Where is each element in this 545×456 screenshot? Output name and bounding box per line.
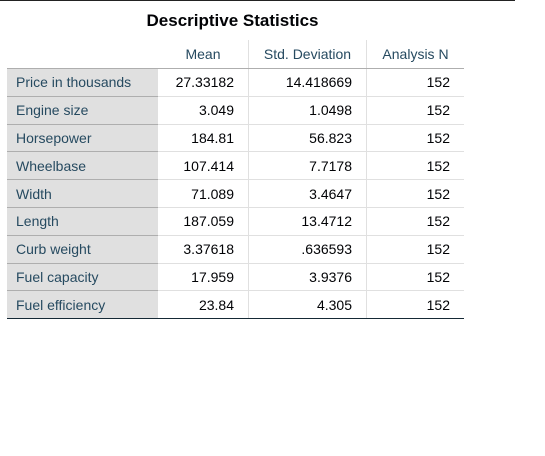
table-row: Fuel efficiency 23.84 4.305 152 bbox=[7, 290, 464, 320]
table-title: Descriptive Statistics bbox=[146, 11, 319, 30]
row-label: Engine size bbox=[7, 96, 158, 125]
std-deviation-value: 4.305 bbox=[248, 290, 367, 320]
column-header-analysis-n: Analysis N bbox=[366, 40, 464, 69]
analysis-n-value: 152 bbox=[366, 207, 464, 236]
analysis-n-value: 152 bbox=[366, 124, 464, 153]
row-label: Fuel efficiency bbox=[7, 290, 158, 320]
mean-value: 71.089 bbox=[158, 179, 249, 208]
top-border-line bbox=[0, 0, 515, 1]
std-deviation-value: 14.418669 bbox=[248, 68, 367, 97]
analysis-n-value: 152 bbox=[366, 290, 464, 320]
mean-value: 3.049 bbox=[158, 96, 249, 125]
mean-value: 3.37618 bbox=[158, 235, 249, 264]
analysis-n-value: 152 bbox=[366, 151, 464, 181]
std-deviation-value: 3.4647 bbox=[248, 179, 367, 208]
row-label: Wheelbase bbox=[7, 151, 158, 181]
table-row: Engine size 3.049 1.0498 152 bbox=[7, 96, 464, 125]
std-deviation-value: 7.7178 bbox=[248, 151, 367, 181]
header-row: Mean Std. Deviation Analysis N bbox=[7, 40, 464, 69]
mean-value: 27.33182 bbox=[158, 68, 249, 97]
table-row: Fuel capacity 17.959 3.9376 152 bbox=[7, 263, 464, 292]
row-label: Price in thousands bbox=[7, 68, 158, 97]
std-deviation-value: 13.4712 bbox=[248, 207, 367, 236]
table-row: Width 71.089 3.4647 152 bbox=[7, 179, 464, 208]
analysis-n-value: 152 bbox=[366, 96, 464, 125]
mean-value: 187.059 bbox=[158, 207, 249, 236]
row-label: Fuel capacity bbox=[7, 263, 158, 292]
row-label: Width bbox=[7, 179, 158, 208]
corner-cell bbox=[7, 40, 158, 69]
analysis-n-value: 152 bbox=[366, 235, 464, 264]
descriptive-statistics-table: Mean Std. Deviation Analysis N Price in … bbox=[7, 40, 464, 320]
std-deviation-value: .636593 bbox=[248, 235, 367, 264]
table-row: Length 187.059 13.4712 152 bbox=[7, 207, 464, 236]
table-row: Horsepower 184.81 56.823 152 bbox=[7, 124, 464, 153]
column-header-std-deviation: Std. Deviation bbox=[248, 40, 367, 69]
table-row: Wheelbase 107.414 7.7178 152 bbox=[7, 151, 464, 181]
std-deviation-value: 56.823 bbox=[248, 124, 367, 153]
row-label: Length bbox=[7, 207, 158, 236]
table-row: Curb weight 3.37618 .636593 152 bbox=[7, 235, 464, 264]
table-row: Price in thousands 27.33182 14.418669 15… bbox=[7, 68, 464, 97]
analysis-n-value: 152 bbox=[366, 68, 464, 97]
std-deviation-value: 3.9376 bbox=[248, 263, 367, 292]
analysis-n-value: 152 bbox=[366, 263, 464, 292]
column-header-mean: Mean bbox=[158, 40, 249, 69]
mean-value: 23.84 bbox=[158, 290, 249, 320]
mean-value: 184.81 bbox=[158, 124, 249, 153]
row-label: Curb weight bbox=[7, 235, 158, 264]
std-deviation-value: 1.0498 bbox=[248, 96, 367, 125]
mean-value: 17.959 bbox=[158, 263, 249, 292]
mean-value: 107.414 bbox=[158, 151, 249, 181]
row-label: Horsepower bbox=[7, 124, 158, 153]
analysis-n-value: 152 bbox=[366, 179, 464, 208]
